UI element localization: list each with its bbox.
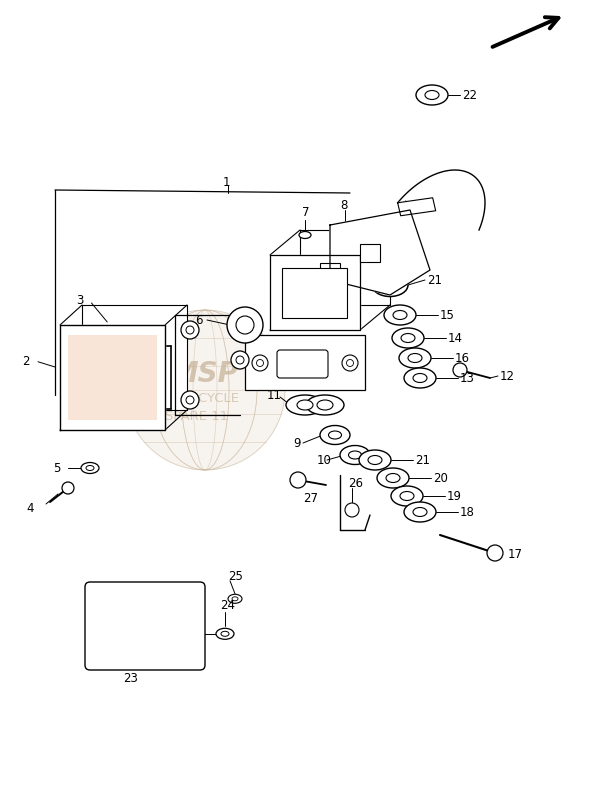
Ellipse shape	[232, 596, 238, 601]
Circle shape	[453, 363, 467, 377]
Text: 10: 10	[317, 453, 332, 467]
Text: 9: 9	[293, 437, 301, 450]
Text: 16: 16	[455, 352, 470, 364]
Circle shape	[181, 321, 199, 339]
Text: 25: 25	[228, 570, 243, 583]
Circle shape	[125, 310, 285, 470]
Circle shape	[62, 482, 74, 494]
Text: 26: 26	[348, 476, 363, 490]
Ellipse shape	[404, 368, 436, 388]
Ellipse shape	[86, 465, 94, 471]
Ellipse shape	[384, 305, 416, 325]
Circle shape	[186, 326, 194, 334]
Ellipse shape	[221, 631, 229, 636]
Circle shape	[227, 307, 263, 343]
Ellipse shape	[425, 91, 439, 100]
Text: 21: 21	[415, 453, 430, 467]
Text: 23: 23	[123, 672, 138, 686]
Circle shape	[290, 472, 306, 488]
FancyBboxPatch shape	[320, 263, 340, 283]
Circle shape	[256, 359, 263, 367]
Ellipse shape	[359, 450, 391, 470]
Polygon shape	[300, 230, 390, 305]
FancyBboxPatch shape	[68, 335, 157, 420]
Ellipse shape	[399, 348, 431, 368]
Ellipse shape	[372, 273, 408, 296]
Ellipse shape	[416, 85, 448, 105]
FancyBboxPatch shape	[360, 244, 380, 262]
Text: 2: 2	[22, 356, 29, 368]
Text: 4: 4	[26, 502, 34, 514]
Text: 1: 1	[223, 175, 230, 189]
FancyBboxPatch shape	[245, 335, 365, 390]
Circle shape	[252, 355, 268, 371]
Ellipse shape	[393, 310, 407, 319]
Circle shape	[346, 359, 353, 367]
Ellipse shape	[392, 328, 424, 348]
Circle shape	[342, 355, 358, 371]
Ellipse shape	[317, 400, 333, 410]
Ellipse shape	[286, 395, 324, 415]
Text: 14: 14	[448, 332, 463, 344]
Text: 18: 18	[460, 506, 475, 518]
FancyBboxPatch shape	[282, 268, 347, 318]
Polygon shape	[398, 198, 436, 216]
Ellipse shape	[299, 231, 311, 239]
Polygon shape	[330, 210, 430, 295]
Ellipse shape	[228, 594, 242, 604]
Text: 5: 5	[53, 461, 60, 475]
Circle shape	[181, 391, 199, 409]
Circle shape	[236, 356, 244, 364]
Text: MOTORCYCLE: MOTORCYCLE	[150, 392, 240, 405]
Polygon shape	[60, 325, 165, 430]
Text: 3: 3	[76, 294, 83, 307]
Ellipse shape	[391, 486, 423, 506]
Polygon shape	[82, 305, 187, 410]
Ellipse shape	[400, 491, 414, 501]
FancyBboxPatch shape	[85, 582, 205, 670]
Text: 8: 8	[340, 198, 347, 212]
Ellipse shape	[349, 451, 361, 459]
Circle shape	[487, 545, 503, 561]
Text: 7: 7	[302, 205, 310, 219]
Text: 12: 12	[500, 370, 515, 382]
Ellipse shape	[382, 280, 398, 290]
Ellipse shape	[413, 374, 427, 382]
Text: 15: 15	[440, 309, 455, 322]
Ellipse shape	[386, 473, 400, 483]
Text: 11: 11	[267, 389, 282, 401]
Text: 19: 19	[447, 490, 462, 502]
Ellipse shape	[320, 426, 350, 445]
Ellipse shape	[81, 462, 99, 473]
Ellipse shape	[408, 353, 422, 363]
Ellipse shape	[297, 400, 313, 410]
Text: 22: 22	[462, 88, 477, 101]
Circle shape	[236, 316, 254, 334]
Circle shape	[345, 503, 359, 517]
Ellipse shape	[401, 333, 415, 343]
Text: 6: 6	[195, 314, 203, 326]
Polygon shape	[270, 255, 360, 330]
Ellipse shape	[377, 468, 409, 488]
Ellipse shape	[306, 395, 344, 415]
Circle shape	[231, 351, 249, 369]
Text: 13: 13	[460, 371, 475, 385]
Ellipse shape	[340, 446, 370, 465]
Text: 20: 20	[433, 472, 448, 484]
Ellipse shape	[329, 431, 341, 439]
Text: 17: 17	[508, 548, 523, 562]
Text: 27: 27	[303, 491, 318, 505]
Text: 24: 24	[220, 600, 235, 612]
Ellipse shape	[404, 502, 436, 522]
Text: SPARE 11: SPARE 11	[165, 410, 228, 423]
Ellipse shape	[216, 628, 234, 639]
Circle shape	[186, 396, 194, 404]
Ellipse shape	[413, 507, 427, 517]
Text: MSP: MSP	[170, 360, 238, 388]
FancyBboxPatch shape	[277, 350, 328, 378]
Text: 21: 21	[427, 273, 442, 287]
Ellipse shape	[368, 456, 382, 465]
